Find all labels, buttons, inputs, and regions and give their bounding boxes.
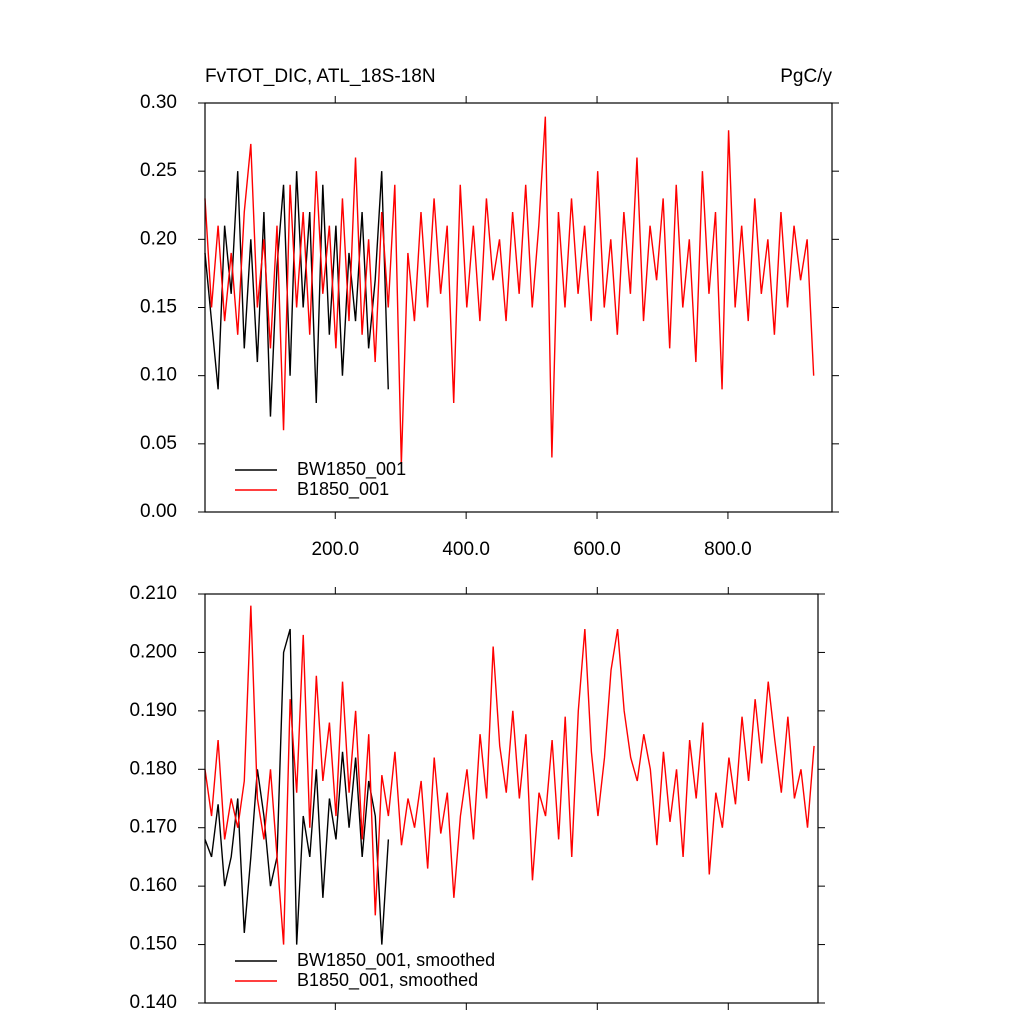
y-tick-label: 0.20 — [140, 228, 177, 249]
data-line — [204, 171, 389, 417]
units-label: PgC/y — [780, 66, 832, 87]
legend-label: BW1850_001 — [297, 459, 406, 480]
y-tick-label: 0.170 — [129, 817, 177, 838]
y-tick-label: 0.30 — [140, 92, 177, 113]
plot-frame — [204, 102, 833, 513]
x-tick-label: 200.0 — [311, 539, 359, 560]
legend-label: B1850_001, smoothed — [297, 970, 478, 991]
y-tick-label: 0.160 — [129, 875, 177, 896]
y-tick-label: 0.10 — [140, 365, 177, 386]
y-tick-label: 0.25 — [140, 160, 177, 181]
y-tick-label: 0.00 — [140, 501, 177, 522]
chart-title: FvTOT_DIC, ATL_18S-18N — [205, 66, 436, 87]
y-tick-label: 0.140 — [129, 992, 177, 1013]
y-tick-label: 0.180 — [129, 758, 177, 779]
x-tick-label: 400.0 — [442, 539, 490, 560]
x-tick-label: 600.0 — [573, 539, 621, 560]
plot-frame — [204, 593, 819, 1004]
legend-label: B1850_001 — [297, 479, 389, 500]
y-tick-label: 0.200 — [129, 641, 177, 662]
x-tick-label: 800.0 — [704, 539, 752, 560]
y-tick-label: 0.05 — [140, 433, 177, 454]
y-tick-label: 0.210 — [129, 583, 177, 604]
y-tick-label: 0.150 — [129, 934, 177, 955]
data-line — [204, 605, 815, 945]
data-line — [204, 116, 815, 465]
y-tick-label: 0.15 — [140, 297, 177, 318]
legend-label: BW1850_001, smoothed — [297, 950, 495, 971]
y-tick-label: 0.190 — [129, 700, 177, 721]
